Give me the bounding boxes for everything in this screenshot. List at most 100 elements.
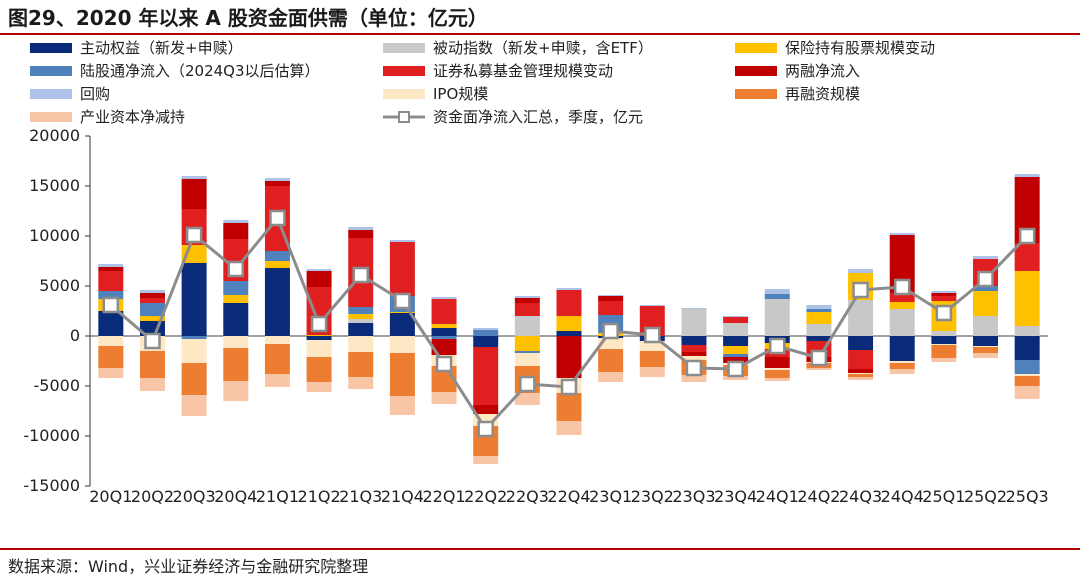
bar-segment	[764, 370, 790, 378]
bar-segment	[806, 309, 832, 312]
bar-segment	[1014, 360, 1040, 374]
bar-segment	[264, 261, 290, 268]
line-point	[269, 209, 286, 227]
bar-segment	[348, 323, 374, 336]
bar-segment	[1014, 174, 1040, 177]
legend-label: 资金面净流入汇总，季度，亿元	[433, 108, 643, 126]
line-point	[644, 326, 661, 344]
bar-segment	[431, 299, 457, 324]
bar-segment	[223, 281, 249, 295]
bar-segment	[598, 372, 624, 382]
bar-segment	[681, 309, 707, 336]
bar-segment	[1014, 271, 1040, 326]
bar-segment	[681, 308, 707, 309]
bar-segment	[264, 181, 290, 186]
bar-segment	[98, 368, 124, 378]
bar-segment	[306, 382, 332, 392]
source-divider	[0, 548, 1080, 550]
bar-segment	[681, 352, 707, 356]
bar-segment	[806, 324, 832, 336]
bar-segment	[973, 336, 999, 346]
bar-segment	[348, 377, 374, 389]
bar-segment	[848, 350, 874, 369]
bar-segment	[306, 271, 332, 287]
legend-swatch	[735, 66, 777, 76]
bar-segment	[848, 269, 874, 273]
line-point	[769, 337, 786, 355]
bar-segment	[723, 354, 749, 357]
legend-label: 被动指数（新发+申赎，含ETF）	[433, 39, 653, 57]
line-point	[977, 270, 994, 288]
bar-segment	[723, 346, 749, 354]
legend-swatch	[383, 66, 425, 76]
line-point	[185, 226, 203, 244]
legend-label: 再融资规模	[785, 85, 860, 103]
y-tick-label: 15000	[29, 176, 80, 195]
bar-segment	[889, 309, 915, 336]
bar-segment	[98, 311, 124, 336]
bar-segment	[723, 323, 749, 336]
bar-segment	[764, 357, 790, 368]
line-point	[852, 281, 869, 299]
bar-segment	[889, 369, 915, 374]
line-point	[1018, 227, 1036, 245]
legend-swatch	[735, 89, 777, 99]
bar-segment	[1014, 374, 1040, 376]
x-axis: 20Q120Q220Q320Q421Q121Q221Q321Q422Q122Q2…	[89, 487, 1048, 506]
bar-segment	[681, 336, 707, 345]
bar-segment	[764, 378, 790, 381]
bar-segment	[348, 307, 374, 314]
bar-segment	[598, 295, 624, 296]
bar-segment	[181, 179, 207, 209]
x-tick-label: 20Q2	[131, 487, 174, 506]
legend-swatch	[383, 89, 425, 99]
bar-segment	[598, 338, 624, 349]
bar-segment	[139, 290, 165, 293]
bar-segment	[139, 298, 165, 303]
bar-segment	[306, 335, 332, 336]
bar-segment	[473, 347, 499, 405]
bar-segment	[723, 316, 749, 317]
line-point	[310, 315, 328, 333]
x-tick-label: 20Q4	[214, 487, 257, 506]
bar-segment	[348, 319, 374, 323]
bar-segment	[806, 368, 832, 370]
bar-segment	[514, 351, 540, 353]
line-point	[560, 378, 578, 396]
bar-segment	[723, 336, 749, 346]
bar-segment	[598, 296, 624, 301]
bar-segment	[181, 363, 207, 395]
bar-segment	[264, 251, 290, 261]
bar-segment	[139, 351, 165, 378]
bar-segment	[723, 376, 749, 380]
bar-segment	[973, 256, 999, 259]
bar-segment	[681, 356, 707, 360]
bar-segment	[514, 336, 540, 351]
legend-swatch	[735, 43, 777, 53]
bar-segment	[98, 291, 124, 299]
bar-segment	[556, 290, 582, 316]
bar-segment	[723, 357, 749, 363]
bar-segment	[181, 336, 207, 339]
bar-segment	[973, 353, 999, 358]
bar-segment	[931, 296, 957, 301]
chart-title: 图29、2020 年以来 A 股资金面供需（单位：亿元）	[8, 6, 488, 30]
title-divider	[0, 33, 1080, 35]
bar-segment	[681, 375, 707, 382]
line-point	[602, 322, 619, 340]
bar-segment	[181, 339, 207, 363]
bar-segment	[348, 227, 374, 230]
bar-segment	[848, 369, 874, 373]
bar-segment	[514, 353, 540, 366]
legend-label: 回购	[80, 85, 110, 103]
bar-segment	[889, 302, 915, 309]
bar-segment	[556, 393, 582, 421]
bar-segment	[681, 345, 707, 352]
legend-label: 保险持有股票规模变动	[785, 39, 935, 57]
x-tick-label: 23Q1	[589, 487, 632, 506]
y-tick-label: 0	[70, 326, 80, 345]
bar-segment	[139, 293, 165, 298]
legend-line-marker	[398, 111, 410, 123]
x-tick-label: 23Q2	[631, 487, 674, 506]
bar-segment	[473, 336, 499, 347]
